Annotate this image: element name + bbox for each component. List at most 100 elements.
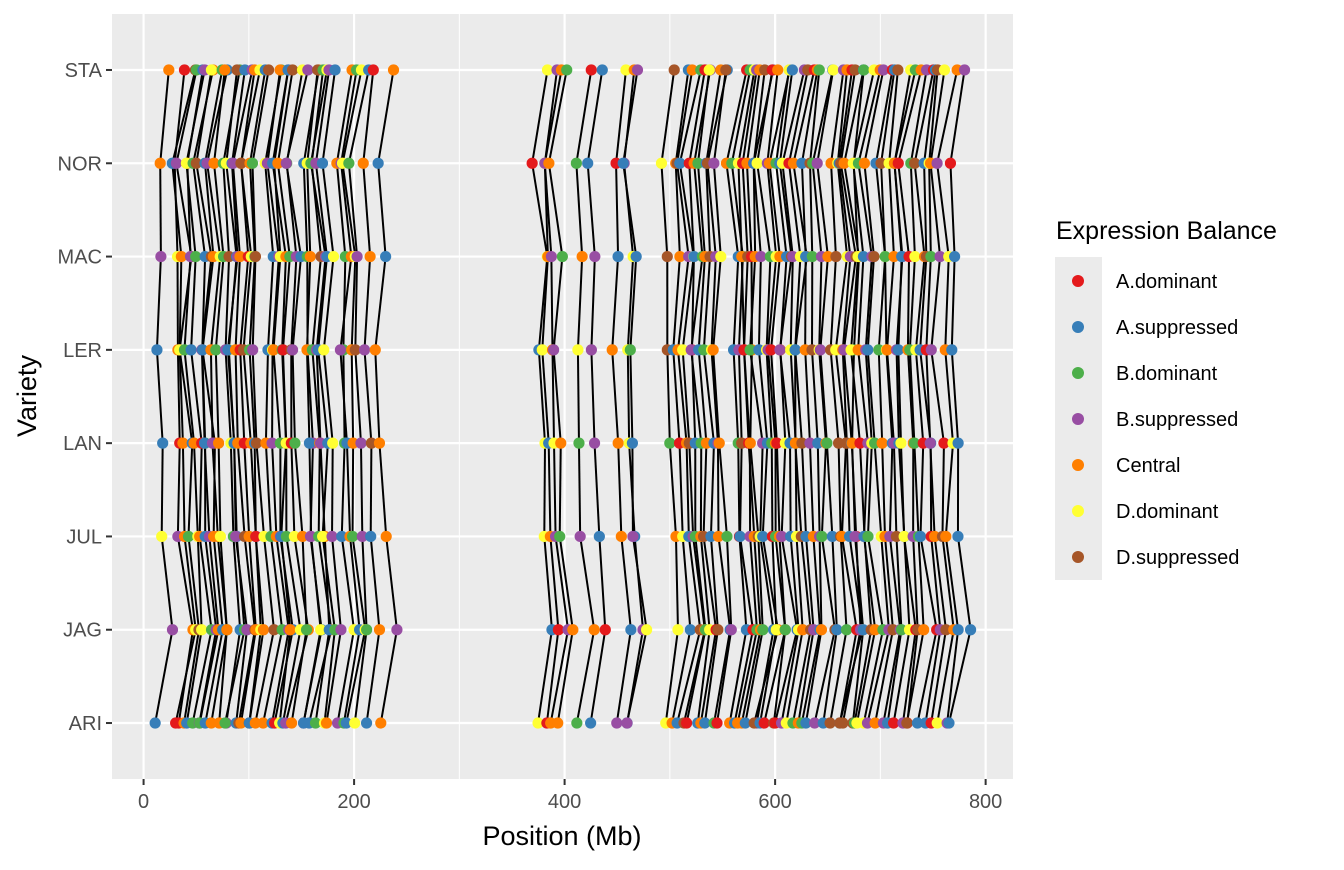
data-point — [347, 531, 358, 542]
data-point — [734, 531, 745, 542]
gene-link-line — [551, 257, 552, 350]
data-point — [881, 344, 892, 355]
data-point — [361, 624, 372, 635]
gene-link-line — [319, 443, 320, 536]
data-point — [543, 158, 554, 169]
data-point — [681, 717, 692, 728]
data-point — [185, 344, 196, 355]
data-point — [946, 344, 957, 355]
gene-link-line — [560, 443, 561, 536]
x-tick-label: 0 — [138, 791, 149, 813]
data-point — [862, 531, 873, 542]
gene-link-line — [578, 350, 579, 443]
gene-link-line — [790, 443, 791, 536]
data-point — [318, 344, 329, 355]
data-point — [953, 624, 964, 635]
data-point — [374, 438, 385, 449]
legend-key-dot — [1072, 367, 1084, 379]
y-tick-label: JUL — [66, 526, 102, 548]
data-point — [388, 64, 399, 75]
data-point — [263, 64, 274, 75]
data-point — [828, 64, 839, 75]
data-point — [597, 64, 608, 75]
data-point — [321, 717, 332, 728]
data-point — [720, 64, 731, 75]
data-point — [546, 251, 557, 262]
gene-link-line — [718, 443, 719, 536]
data-point — [250, 251, 261, 262]
data-point — [616, 531, 627, 542]
gene-link-line — [738, 443, 739, 536]
data-point — [206, 64, 217, 75]
legend-key-dot — [1072, 321, 1084, 333]
data-point — [830, 251, 841, 262]
data-point — [287, 64, 298, 75]
data-point — [381, 531, 392, 542]
data-point — [859, 158, 870, 169]
data-point — [621, 717, 632, 728]
data-point — [632, 64, 643, 75]
data-point — [380, 251, 391, 262]
data-point — [589, 438, 600, 449]
gene-link-line — [544, 443, 545, 536]
legend-key-dot — [1072, 459, 1084, 471]
data-point — [368, 64, 379, 75]
data-point — [179, 64, 190, 75]
y-tick-label: LER — [63, 340, 102, 362]
data-point — [571, 158, 582, 169]
data-point — [328, 251, 339, 262]
gene-link-line — [579, 443, 580, 536]
data-point — [965, 624, 976, 635]
data-point — [373, 158, 384, 169]
data-point — [662, 251, 673, 262]
data-point — [286, 717, 297, 728]
data-point — [155, 158, 166, 169]
data-point — [548, 344, 559, 355]
data-point — [285, 624, 296, 635]
data-point — [631, 251, 642, 262]
data-point — [814, 64, 825, 75]
data-point — [831, 624, 842, 635]
data-point — [780, 624, 791, 635]
data-point — [304, 438, 315, 449]
x-tick-label: 400 — [548, 791, 581, 813]
data-point — [641, 624, 652, 635]
data-point — [909, 251, 920, 262]
data-point — [375, 717, 386, 728]
data-point — [625, 344, 636, 355]
data-point — [704, 64, 715, 75]
data-point — [213, 438, 224, 449]
data-point — [355, 438, 366, 449]
data-point — [774, 344, 785, 355]
y-tick-label: NOR — [58, 153, 102, 175]
data-point — [167, 624, 178, 635]
data-point — [542, 64, 553, 75]
data-point — [757, 624, 768, 635]
data-point — [361, 717, 372, 728]
data-point — [289, 438, 300, 449]
legend-entry-label: A.suppressed — [1116, 317, 1238, 339]
data-point — [335, 624, 346, 635]
data-point — [537, 344, 548, 355]
data-point — [150, 717, 161, 728]
data-point — [351, 251, 362, 262]
legend-key-dot — [1072, 551, 1084, 563]
data-point — [594, 531, 605, 542]
data-point — [772, 64, 783, 75]
gene-link-line — [160, 163, 161, 256]
x-axis-title: Position (Mb) — [482, 821, 641, 851]
data-point — [391, 624, 402, 635]
data-point — [915, 531, 926, 542]
data-point — [672, 624, 683, 635]
legend-entry-label: A.dominant — [1116, 271, 1218, 293]
data-point — [708, 344, 719, 355]
legend-entry-label: D.suppressed — [1116, 547, 1239, 569]
data-point — [656, 158, 667, 169]
data-point — [757, 531, 768, 542]
data-point — [374, 624, 385, 635]
data-point — [582, 158, 593, 169]
data-point — [573, 438, 584, 449]
data-point — [554, 531, 565, 542]
data-point — [586, 64, 597, 75]
